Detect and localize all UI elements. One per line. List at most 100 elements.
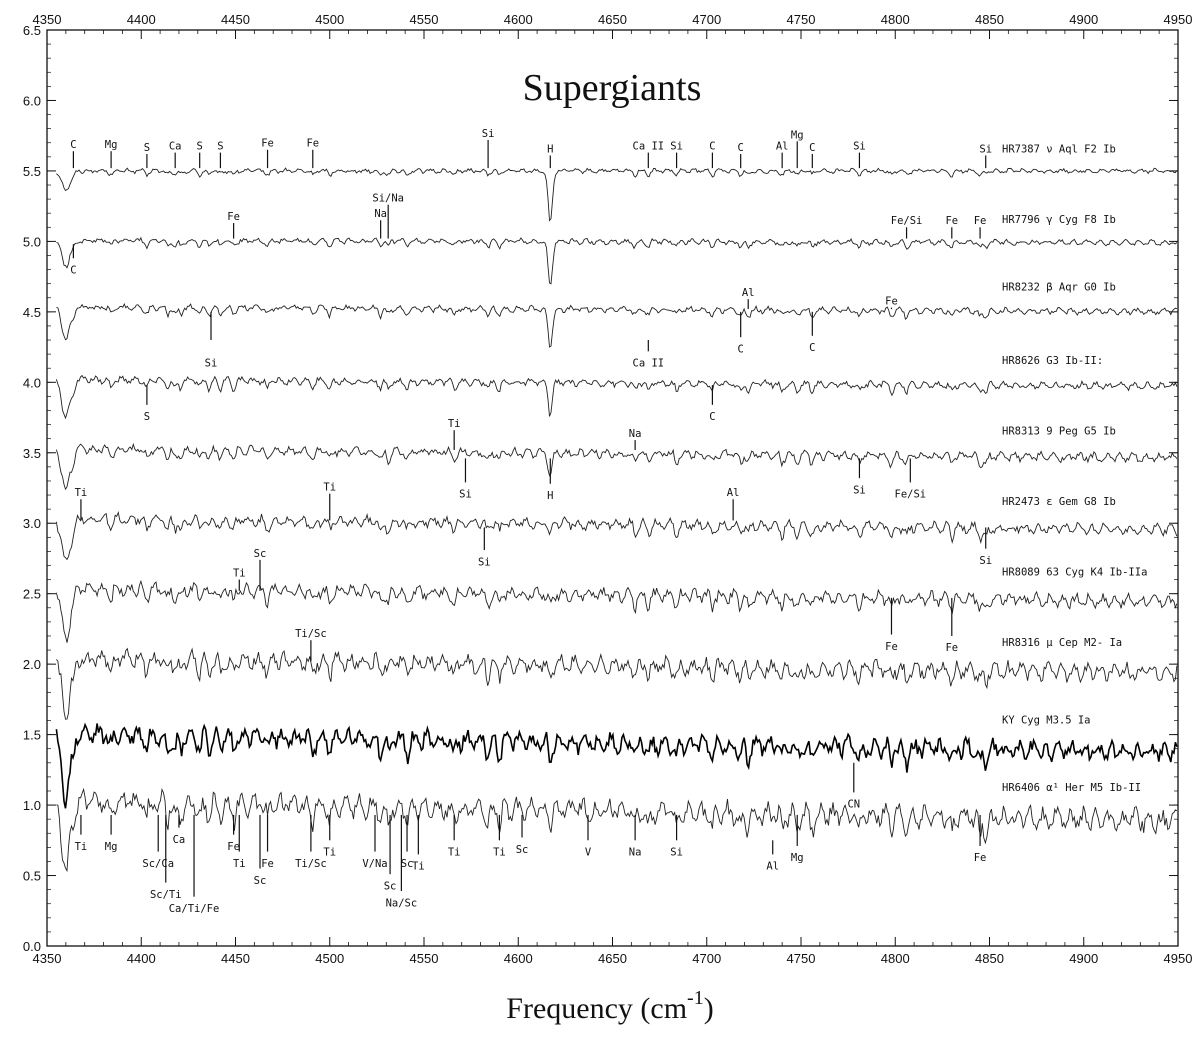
line-label: Fe/Si bbox=[895, 489, 927, 501]
chart-title: Supergiants bbox=[523, 67, 702, 109]
line-label: Sc bbox=[516, 844, 529, 856]
spectrum-line bbox=[55, 510, 1178, 561]
x-tick-label-top: 4950 bbox=[1164, 12, 1193, 27]
line-label: Fe bbox=[261, 858, 274, 870]
line-label: Ti bbox=[233, 568, 246, 580]
line-label: Si bbox=[979, 555, 992, 567]
line-label: Si bbox=[478, 556, 491, 568]
x-tick-label-top: 4800 bbox=[881, 12, 910, 27]
x-tick-label-bottom: 4900 bbox=[1069, 951, 1098, 966]
line-label: Sc bbox=[384, 880, 397, 892]
y-tick-label: 4.5 bbox=[23, 305, 41, 320]
line-label: Sc bbox=[401, 858, 414, 870]
line-label: Si/Na bbox=[372, 193, 404, 205]
line-label: Fe bbox=[227, 841, 240, 853]
line-label: Fe bbox=[885, 296, 898, 308]
x-tick-label-bottom: 4700 bbox=[692, 951, 721, 966]
x-tick-label-bottom: 4950 bbox=[1164, 951, 1193, 966]
line-label: Ca II bbox=[633, 141, 665, 153]
line-label: Si bbox=[205, 358, 218, 370]
x-tick-label-bottom: 4850 bbox=[975, 951, 1004, 966]
spectrum-line bbox=[55, 722, 1178, 809]
line-label: Ti bbox=[75, 487, 88, 499]
line-label: Fe bbox=[306, 138, 319, 150]
line-label: Ti bbox=[448, 418, 461, 430]
line-label: S bbox=[144, 411, 150, 423]
y-tick-label: 6.0 bbox=[23, 93, 41, 108]
line-label: S bbox=[217, 141, 223, 153]
x-tick-label-top: 4400 bbox=[127, 12, 156, 27]
line-label: Ti/Sc bbox=[295, 628, 327, 640]
line-label: Mg bbox=[791, 129, 804, 141]
y-tick-label: 3.5 bbox=[23, 446, 41, 461]
x-tick-label-top: 4650 bbox=[598, 12, 627, 27]
spectrum-line bbox=[56, 167, 1178, 222]
y-tick-label: 0.0 bbox=[23, 939, 41, 954]
series-label: HR7796 γ Cyg F8 Ib bbox=[1002, 214, 1116, 226]
line-label: Sc/Ti bbox=[150, 889, 182, 901]
line-label: C bbox=[809, 142, 815, 154]
x-tick-label-top: 4500 bbox=[315, 12, 344, 27]
y-tick-label: 2.0 bbox=[23, 657, 41, 672]
line-label: Sc bbox=[254, 548, 267, 560]
line-label: Al bbox=[742, 287, 755, 299]
x-tick-label-top: 4850 bbox=[975, 12, 1004, 27]
x-tick-label-top: 4700 bbox=[692, 12, 721, 27]
spectrum-line bbox=[56, 787, 1178, 873]
x-tick-label-bottom: 4350 bbox=[33, 951, 62, 966]
line-label: Al bbox=[776, 141, 789, 153]
line-label: Si bbox=[459, 489, 472, 501]
spectrum-line bbox=[55, 442, 1178, 491]
series-label: HR8313 9 Peg G5 Ib bbox=[1002, 425, 1116, 437]
x-tick-label-bottom: 4500 bbox=[315, 951, 344, 966]
series-label: HR7387 ν Aql F2 Ib bbox=[1002, 144, 1116, 156]
line-label: Si bbox=[482, 128, 495, 140]
line-label: Na bbox=[629, 428, 642, 440]
y-tick-label: 1.0 bbox=[23, 798, 41, 813]
y-tick-label: 1.5 bbox=[23, 728, 41, 743]
line-label: Ca/Ti/Fe bbox=[169, 903, 220, 915]
line-label: C bbox=[709, 411, 715, 423]
y-tick-label: 0.5 bbox=[23, 869, 41, 884]
line-label: Ca II bbox=[633, 358, 665, 370]
line-label: Ti bbox=[323, 482, 336, 494]
line-label: Fe bbox=[227, 211, 240, 223]
x-axis-label-close: ) bbox=[704, 992, 714, 1025]
line-label: Fe/Si bbox=[891, 215, 923, 227]
line-label: V bbox=[585, 847, 592, 859]
line-label: Na/Sc bbox=[386, 897, 418, 909]
line-label: Fe bbox=[974, 852, 987, 864]
line-label: Na bbox=[374, 208, 387, 220]
y-tick-label: 5.0 bbox=[23, 234, 41, 249]
line-label: Ti bbox=[75, 841, 88, 853]
line-label: Fe bbox=[945, 642, 958, 654]
line-label: Ca bbox=[173, 834, 186, 846]
x-tick-label-top: 4450 bbox=[221, 12, 250, 27]
line-label: Ti bbox=[412, 861, 425, 873]
y-tick-label: 6.5 bbox=[23, 23, 41, 38]
line-label: V/Na bbox=[362, 858, 387, 870]
line-label: Fe bbox=[885, 641, 898, 653]
x-tick-label-top: 4600 bbox=[504, 12, 533, 27]
spectra-group bbox=[55, 167, 1178, 873]
spectrum-line bbox=[56, 236, 1178, 285]
line-label: Al bbox=[766, 861, 779, 873]
line-label: Si bbox=[979, 143, 992, 155]
y-tick-label: 5.5 bbox=[23, 164, 41, 179]
x-tick-label-bottom: 4400 bbox=[127, 951, 156, 966]
line-label: H bbox=[547, 490, 553, 502]
line-label: S bbox=[144, 142, 150, 154]
y-tick-label: 4.0 bbox=[23, 375, 41, 390]
line-label: Mg bbox=[105, 139, 118, 151]
x-axis-label-main: Frequency (cm bbox=[506, 992, 687, 1025]
line-label: Mg bbox=[105, 841, 118, 853]
series-label: HR6406 α¹ Her M5 Ib-II bbox=[1002, 782, 1141, 794]
line-label: Al bbox=[727, 487, 740, 499]
x-tick-label-bottom: 4800 bbox=[881, 951, 910, 966]
line-label: Ca bbox=[169, 141, 182, 153]
series-label: HR8232 β Aqr G0 Ib bbox=[1002, 282, 1116, 294]
x-tick-label-bottom: 4600 bbox=[504, 951, 533, 966]
